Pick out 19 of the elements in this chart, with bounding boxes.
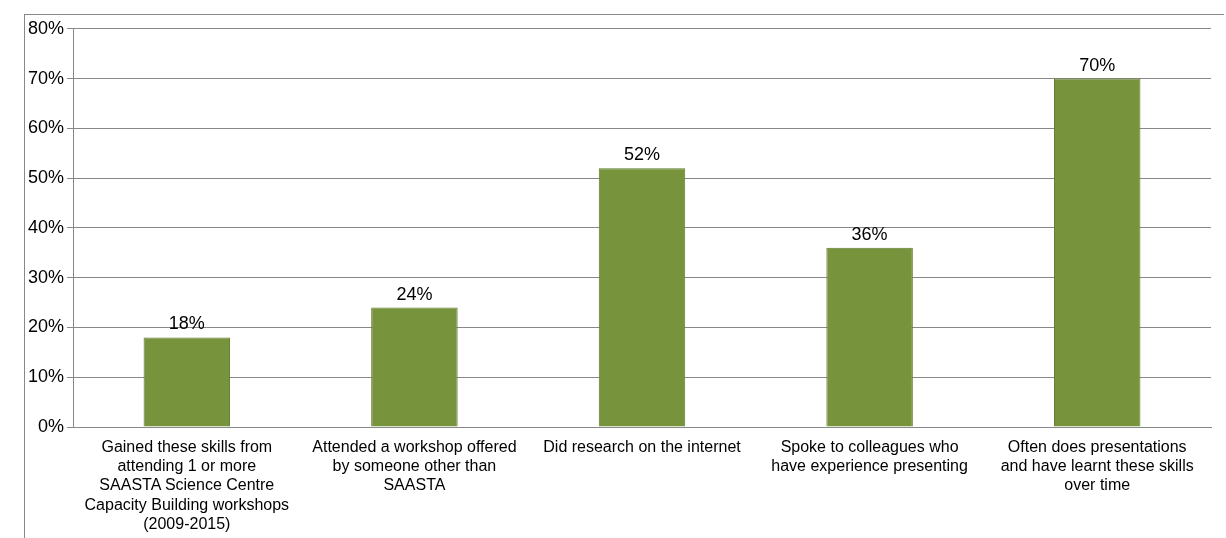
x-tick-label: Did research on the internet — [543, 438, 742, 456]
y-tick-label: 30% — [28, 266, 65, 287]
y-tick-label: 20% — [28, 316, 65, 337]
y-tick-label: 60% — [28, 117, 65, 138]
x-tick-label: Often does presentations and have learnt these skills over time — [1000, 438, 1194, 494]
x-tick-label: Gained these skills from attending 1 or more SAASTA Science Centre Capacity Building workshops (2009-2015) — [84, 438, 290, 532]
x-tick-label: Spoke to colleagues who have experience presenting — [771, 438, 968, 475]
y-tick-label: 80% — [28, 17, 65, 38]
data-label: 18% — [168, 313, 205, 334]
data-label: 70% — [1079, 54, 1116, 75]
data-label: 36% — [851, 223, 888, 244]
y-tick-label: 10% — [28, 366, 65, 387]
y-tick-label: 0% — [38, 415, 65, 436]
x-tick-label: Attended a workshop offered by someone other than SAASTA — [312, 438, 517, 494]
data-label: 52% — [624, 144, 661, 165]
y-tick-label: 70% — [28, 67, 65, 88]
y-tick-label: 50% — [28, 167, 65, 188]
y-tick-label: 40% — [28, 216, 65, 237]
data-label: 24% — [396, 283, 433, 304]
